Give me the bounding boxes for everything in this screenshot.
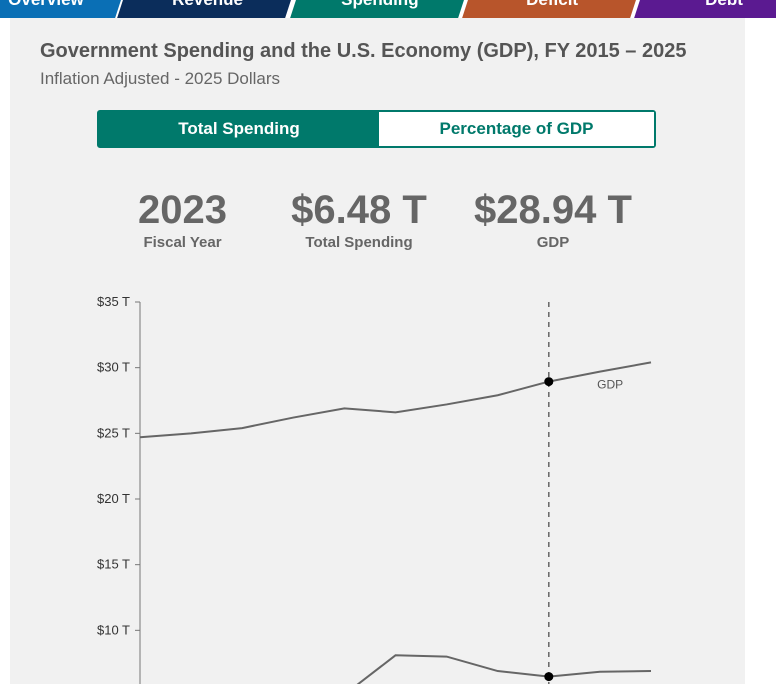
total-spending-stat: $6.48 T Total Spending xyxy=(285,188,433,251)
gdp-line xyxy=(139,361,652,439)
gdp-stat: $28.94 T GDP xyxy=(468,188,638,251)
spending-point xyxy=(544,672,554,682)
y-tick-label: $25 T xyxy=(97,425,130,440)
spending-line xyxy=(356,654,652,684)
percentage-of-gdp-toggle[interactable]: Percentage of GDP xyxy=(379,112,654,146)
gdp-series-label: GDP xyxy=(597,377,623,391)
total-spending-value: $6.48 T xyxy=(291,188,427,232)
y-tick-label: $15 T xyxy=(97,557,130,572)
fiscal-year-label: Fiscal Year xyxy=(143,234,222,251)
total-spending-label: Total Spending xyxy=(305,234,413,251)
chart-subtitle: Inflation Adjusted - 2025 Dollars xyxy=(40,69,281,88)
y-tick-label: $10 T xyxy=(97,622,130,637)
view-toggle: Total Spending Percentage of GDP xyxy=(97,110,656,148)
y-tick-label: $20 T xyxy=(97,491,130,506)
total-spending-toggle[interactable]: Total Spending xyxy=(99,112,379,146)
fiscal-year-value: 2023 xyxy=(138,188,227,232)
gdp-point xyxy=(544,377,554,387)
chart-panel: Government Spending and the U.S. Economy… xyxy=(10,18,745,684)
chart-title: Government Spending and the U.S. Economy… xyxy=(40,40,687,62)
y-tick-label: $30 T xyxy=(97,360,130,375)
gdp-label: GDP xyxy=(536,234,570,251)
gdp-value: $28.94 T xyxy=(474,188,632,232)
y-tick-label: $35 T xyxy=(97,294,130,309)
fiscal-year-stat: 2023 Fiscal Year xyxy=(130,188,235,251)
